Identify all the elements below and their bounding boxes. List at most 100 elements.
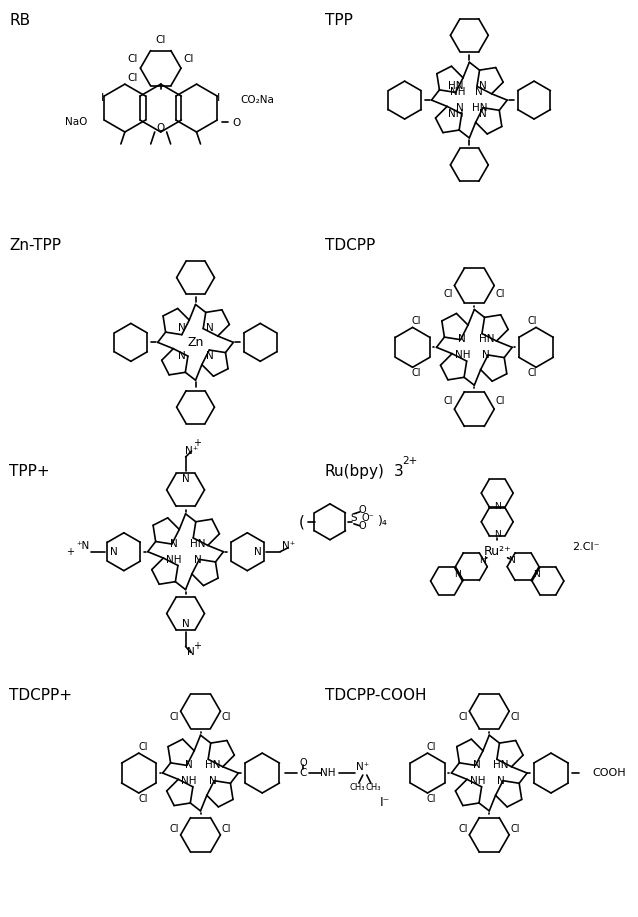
- Text: N: N: [479, 109, 487, 119]
- Text: O: O: [232, 118, 241, 128]
- Text: N: N: [498, 776, 505, 786]
- Text: CH₃: CH₃: [349, 782, 364, 791]
- Text: 3: 3: [394, 464, 403, 479]
- Text: N: N: [205, 324, 213, 334]
- Text: N: N: [110, 547, 117, 557]
- Text: HN: HN: [478, 335, 494, 345]
- Text: NH: NH: [181, 776, 197, 786]
- Text: Cl: Cl: [443, 396, 453, 406]
- Text: Cl: Cl: [412, 369, 421, 378]
- Text: Zn: Zn: [188, 336, 204, 348]
- Text: TPP+: TPP+: [10, 464, 50, 479]
- Text: TDCPP+: TDCPP+: [10, 689, 72, 703]
- Text: I: I: [217, 94, 220, 103]
- Text: Ru²⁺: Ru²⁺: [484, 546, 511, 558]
- Text: RB: RB: [10, 14, 31, 28]
- Text: COOH: COOH: [593, 768, 627, 778]
- Text: Cl: Cl: [496, 396, 505, 406]
- Text: N: N: [508, 556, 516, 565]
- Text: NH: NH: [455, 350, 470, 360]
- Text: (: (: [299, 514, 305, 529]
- Text: +: +: [193, 438, 202, 448]
- Text: O: O: [156, 123, 165, 133]
- Text: N: N: [494, 530, 501, 539]
- Text: Cl: Cl: [170, 713, 179, 723]
- Text: HN: HN: [471, 103, 487, 113]
- Text: Zn-TPP: Zn-TPP: [10, 238, 61, 253]
- Text: Cl: Cl: [459, 823, 468, 834]
- Text: Cl: Cl: [459, 713, 468, 723]
- Text: N: N: [479, 556, 486, 565]
- Text: N: N: [178, 351, 186, 361]
- Text: N: N: [533, 570, 540, 579]
- Text: NH: NH: [448, 109, 463, 119]
- Text: I: I: [101, 94, 105, 103]
- Text: N: N: [475, 87, 483, 97]
- Text: N: N: [482, 350, 490, 360]
- Text: N: N: [184, 760, 193, 770]
- Text: N: N: [170, 539, 177, 548]
- Text: HN: HN: [189, 539, 205, 548]
- Text: NH: NH: [166, 555, 181, 565]
- Text: N: N: [187, 647, 195, 657]
- Text: Cl: Cl: [221, 823, 231, 834]
- Text: N: N: [205, 351, 213, 361]
- Text: ⁺N: ⁺N: [77, 541, 90, 551]
- Text: TDCPP-COOH: TDCPP-COOH: [325, 689, 426, 703]
- Text: Cl: Cl: [184, 53, 194, 63]
- Text: I⁻: I⁻: [380, 797, 390, 810]
- Text: N: N: [254, 547, 262, 557]
- Text: S: S: [350, 513, 357, 523]
- Text: Cl: Cl: [156, 35, 166, 45]
- Text: N: N: [182, 474, 189, 484]
- Text: CH₃: CH₃: [365, 782, 380, 791]
- Text: HN: HN: [448, 81, 463, 91]
- Text: TPP: TPP: [325, 14, 353, 28]
- Text: 2+: 2+: [403, 456, 418, 466]
- Text: Ru(bpy): Ru(bpy): [325, 464, 385, 479]
- Text: N⁺: N⁺: [356, 762, 369, 772]
- Text: N: N: [209, 776, 216, 786]
- Text: N: N: [456, 103, 463, 113]
- Text: Cl: Cl: [138, 742, 147, 752]
- Text: Cl: Cl: [412, 316, 421, 326]
- Text: Cl: Cl: [127, 53, 138, 63]
- Text: N: N: [459, 335, 466, 345]
- Text: Cl: Cl: [528, 369, 537, 378]
- Text: Cl: Cl: [427, 794, 436, 804]
- Text: O: O: [358, 505, 366, 514]
- Text: N: N: [473, 760, 481, 770]
- Text: 2.Cl⁻: 2.Cl⁻: [572, 542, 599, 552]
- Text: N: N: [479, 81, 487, 91]
- Text: NaO: NaO: [64, 117, 87, 127]
- Text: HN: HN: [205, 760, 220, 770]
- Text: N⁺: N⁺: [185, 446, 198, 456]
- Text: Cl: Cl: [427, 742, 436, 752]
- Text: Cl: Cl: [170, 823, 179, 834]
- Text: Cl: Cl: [127, 72, 138, 83]
- Text: CO₂Na: CO₂Na: [241, 95, 274, 105]
- Text: HN: HN: [493, 760, 509, 770]
- Text: Cl: Cl: [510, 713, 520, 723]
- Text: C: C: [299, 768, 307, 778]
- Text: O⁻: O⁻: [361, 513, 374, 523]
- Text: NH: NH: [320, 768, 336, 778]
- Text: +: +: [66, 547, 74, 557]
- Text: +: +: [193, 641, 202, 651]
- Text: TDCPP: TDCPP: [325, 238, 375, 253]
- Text: NH: NH: [470, 776, 485, 786]
- Text: N: N: [178, 324, 186, 334]
- Text: Cl: Cl: [443, 289, 453, 299]
- Text: O: O: [358, 521, 366, 531]
- Text: Cl: Cl: [510, 823, 520, 834]
- Text: N: N: [182, 619, 189, 629]
- Text: N: N: [194, 555, 202, 565]
- Text: N: N: [454, 570, 461, 579]
- Text: Cl: Cl: [138, 794, 147, 804]
- Text: O: O: [299, 758, 307, 768]
- Text: NH: NH: [450, 87, 465, 97]
- Text: N: N: [494, 502, 501, 511]
- Text: Cl: Cl: [221, 713, 231, 723]
- Text: Cl: Cl: [496, 289, 505, 299]
- Text: Cl: Cl: [528, 316, 537, 326]
